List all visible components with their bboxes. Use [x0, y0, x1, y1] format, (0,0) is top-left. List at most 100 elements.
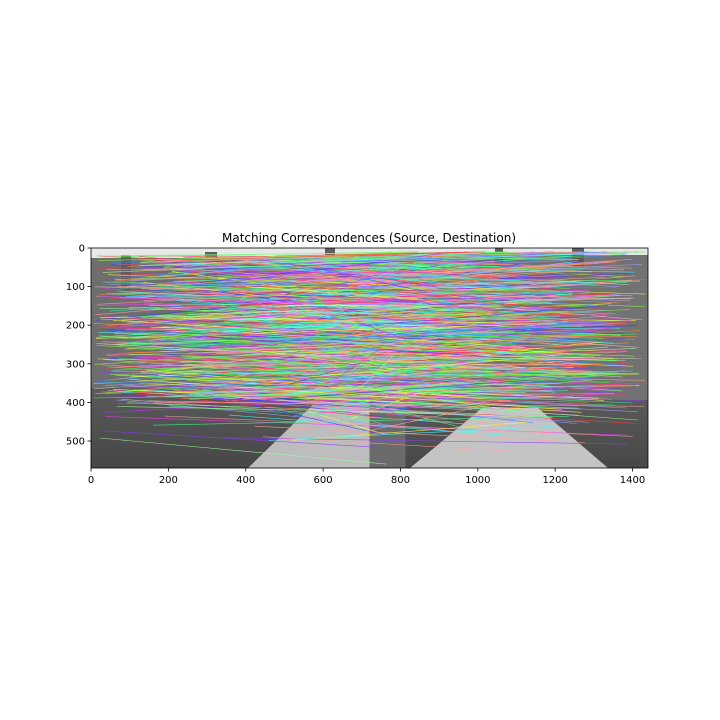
- match-line: [250, 396, 578, 409]
- match-line: [99, 307, 458, 316]
- match-line: [141, 251, 518, 266]
- match-line: [282, 343, 461, 351]
- match-line: [357, 406, 481, 434]
- match-line: [335, 379, 593, 403]
- match-line: [117, 337, 475, 353]
- y-tick-label: 400: [66, 398, 85, 409]
- match-line: [158, 270, 605, 281]
- match-line: [99, 317, 497, 324]
- match-line: [278, 399, 517, 411]
- match-line: [115, 268, 512, 281]
- match-line: [103, 430, 386, 449]
- y-tick-label: 500: [66, 436, 85, 447]
- match-line: [300, 261, 616, 282]
- match-line: [177, 333, 637, 342]
- match-line: [278, 277, 541, 309]
- match-line: [98, 335, 635, 357]
- match-line: [326, 312, 564, 318]
- match-line: [171, 264, 642, 289]
- x-axis: 0 200 400 600 800 1000 1200 1400: [88, 468, 645, 486]
- match-line: [326, 317, 485, 340]
- match-line: [122, 324, 593, 342]
- match-line: [93, 390, 569, 399]
- plot-frame: [90, 247, 649, 469]
- match-line: [241, 384, 450, 400]
- match-line: [118, 398, 445, 405]
- match-line: [100, 329, 510, 359]
- y-axis: 0 100 200 300 400 500: [66, 244, 91, 447]
- match-line: [147, 292, 384, 309]
- match-line: [226, 314, 394, 323]
- match-line: [293, 394, 400, 417]
- match-line: [120, 305, 415, 327]
- match-line: [120, 399, 533, 429]
- match-line: [188, 334, 595, 354]
- match-line: [94, 296, 591, 306]
- match-line: [98, 253, 529, 261]
- match-line: [212, 276, 444, 286]
- match-line: [116, 399, 446, 431]
- x-tick-label: 800: [391, 475, 410, 486]
- match-line: [201, 330, 418, 343]
- match-line: [338, 385, 480, 395]
- match-line: [149, 315, 396, 343]
- match-line: [358, 305, 608, 327]
- match-line: [262, 436, 525, 453]
- match-line: [154, 320, 624, 350]
- match-line: [252, 405, 384, 435]
- match-line: [116, 406, 483, 414]
- match-line: [125, 292, 573, 297]
- x-tick-label: 200: [159, 475, 178, 486]
- match-line: [188, 315, 524, 332]
- match-line: [268, 293, 493, 314]
- match-line: [99, 437, 387, 465]
- match-line: [106, 294, 536, 326]
- match-line: [316, 393, 607, 414]
- match-line: [284, 279, 478, 288]
- match-lines: [93, 251, 646, 465]
- match-line: [298, 396, 582, 413]
- x-tick-label: 600: [314, 475, 333, 486]
- match-line: [290, 262, 474, 280]
- match-line: [346, 276, 470, 283]
- match-line: [259, 278, 388, 309]
- match-line: [213, 347, 514, 374]
- match-line: [237, 381, 513, 403]
- match-line: [299, 294, 425, 299]
- match-line: [269, 295, 633, 300]
- match-line: [152, 251, 486, 262]
- match-line: [105, 416, 629, 436]
- x-tick-label: 1200: [542, 475, 567, 486]
- match-line: [204, 386, 439, 394]
- match-line: [114, 384, 373, 388]
- match-line: [301, 286, 561, 292]
- match-line: [304, 269, 583, 299]
- match-line: [275, 355, 555, 381]
- x-tick-label: 1400: [620, 475, 645, 486]
- match-line: [274, 319, 568, 332]
- match-line: [172, 316, 385, 331]
- match-line: [291, 357, 380, 384]
- match-line: [164, 415, 633, 437]
- match-line: [95, 323, 535, 339]
- match-line: [126, 322, 538, 325]
- match-line: [94, 372, 400, 389]
- match-line: [342, 410, 553, 418]
- match-line: [186, 316, 550, 345]
- match-line: [133, 317, 413, 342]
- match-line: [318, 302, 482, 320]
- match-line: [107, 366, 487, 392]
- match-line: [321, 378, 434, 397]
- match-line: [149, 288, 379, 292]
- plot-title: Matching Correspondences (Source, Destin…: [222, 231, 516, 245]
- x-tick-label: 0: [88, 475, 94, 486]
- match-line: [335, 347, 382, 379]
- y-tick-label: 300: [66, 359, 85, 370]
- match-line: [194, 353, 408, 369]
- match-line: [285, 365, 454, 369]
- match-line: [163, 267, 411, 285]
- match-line: [102, 251, 487, 257]
- match-line: [254, 425, 586, 443]
- match-line: [147, 370, 511, 402]
